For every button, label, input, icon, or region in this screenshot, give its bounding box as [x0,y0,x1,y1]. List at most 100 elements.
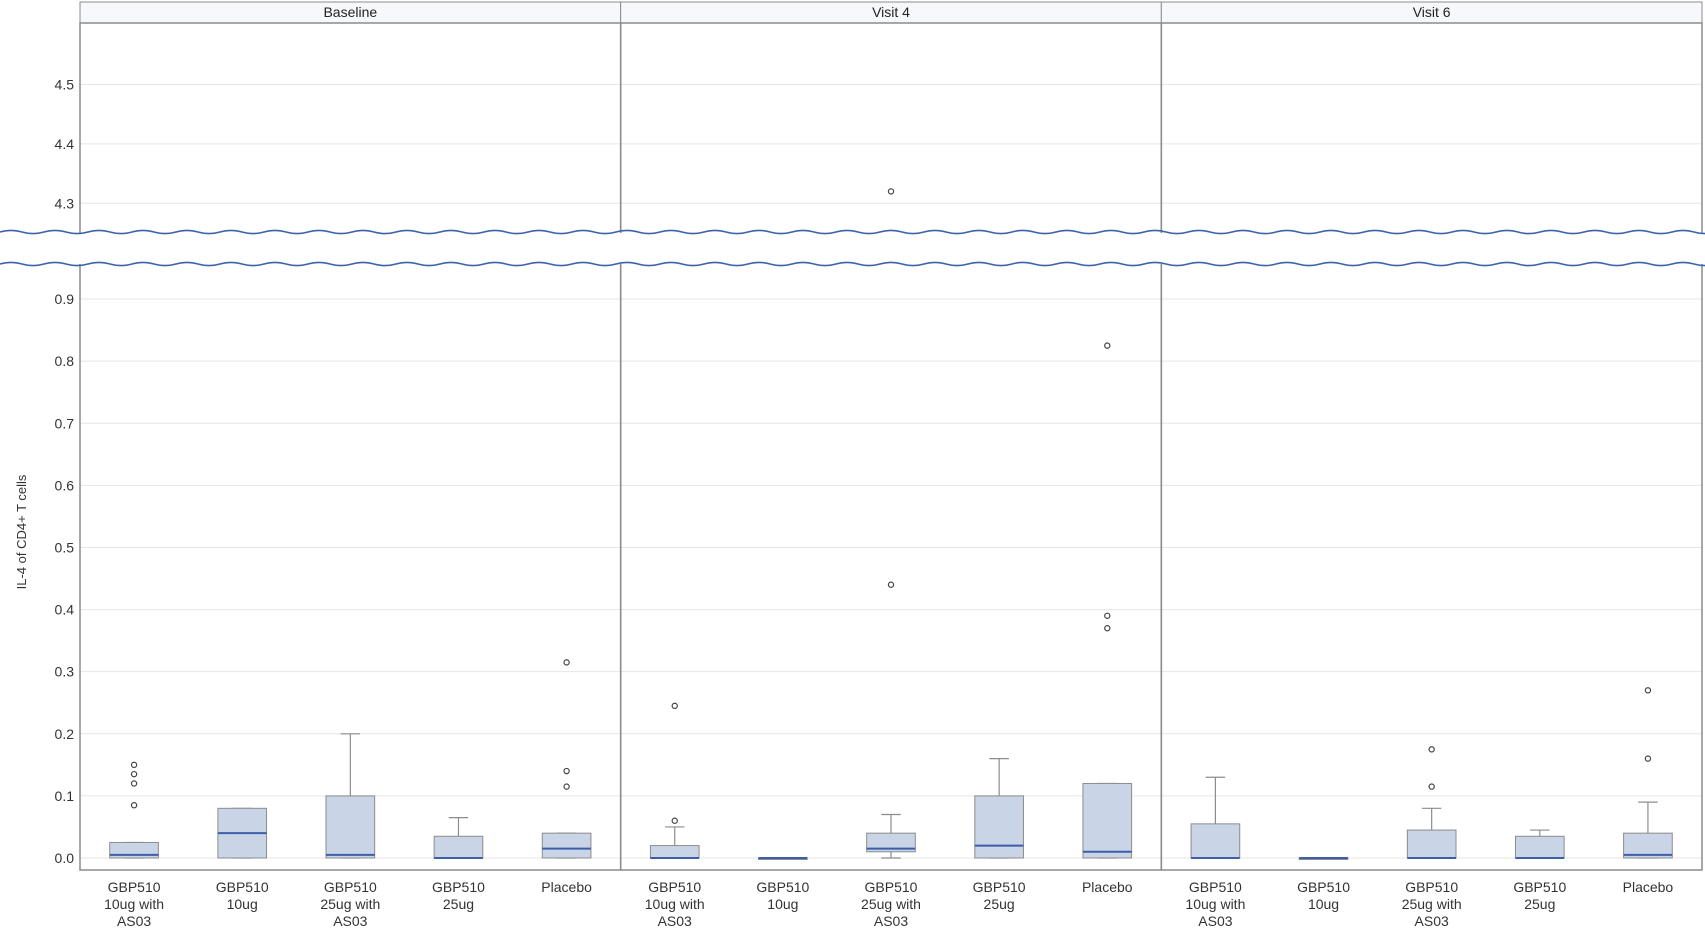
box [1514,835,1565,859]
box [649,845,700,859]
box-group [541,659,592,859]
panel-title: Visit 6 [1413,4,1451,20]
panel-frame [1160,22,1703,871]
box-group [866,188,916,859]
outlier-point [1104,342,1111,349]
box-group [974,758,1024,859]
outlier-point [1428,746,1435,753]
x-tick-label: AS03 [1415,913,1449,929]
x-tick-label: GBP510 [1405,879,1458,895]
box [1082,782,1133,859]
axis-break-line-lower [0,261,1705,267]
outlier-point [563,659,570,666]
x-tick-label: GBP510 [108,879,161,895]
box [433,835,484,859]
axis-break-line-upper [0,229,1705,235]
x-tick-label: 25ug with [861,896,921,912]
x-tick-label: GBP510 [756,879,809,895]
x-tick-label: GBP510 [1297,879,1350,895]
outlier-point [130,802,138,809]
y-tick-label: 4.5 [55,76,75,92]
box-group [109,761,159,859]
outlier-point [887,188,895,195]
box [541,832,592,859]
panel-title: Baseline [323,4,377,20]
box-group [758,857,808,860]
y-tick-label: 0.4 [55,602,75,618]
outlier-point [130,761,138,769]
box [866,832,916,853]
axis-break [0,229,1705,267]
box-group [1514,829,1565,859]
outlier-point [563,767,570,775]
gridlines [80,83,1702,859]
box-group [1082,342,1133,859]
x-tick-label: 25ug [1524,896,1555,912]
outlier-point [1644,687,1652,694]
box-group [433,817,484,859]
x-tick-label: Placebo [1623,879,1674,895]
y-tick-label: 4.4 [55,136,75,152]
outlier-point [1644,755,1652,762]
box-group [1298,857,1349,860]
outlier-point [887,581,895,588]
x-tick-label: GBP510 [432,879,485,895]
x-tick-label: GBP510 [973,879,1026,895]
x-tick-label: 25ug with [320,896,380,912]
box-group [649,702,700,859]
box [974,795,1024,859]
box-group [1623,687,1673,859]
panel-title: Visit 4 [872,4,910,20]
x-tick-label: 25ug with [1402,896,1462,912]
outlier-point [671,817,678,824]
x-tick-label: AS03 [333,913,367,929]
x-tick-label: 25ug [984,896,1015,912]
y-tick-label: 0.5 [55,539,75,555]
outlier-point [1104,625,1111,632]
x-tick-label: GBP510 [1189,879,1242,895]
y-tick-label: 0.1 [55,788,75,804]
x-tick-label: 10ug with [645,896,705,912]
box-group [217,807,268,859]
y-tick-label: 0.8 [55,353,75,369]
y-axis-label: IL-4 of CD4+ T cells [14,474,29,589]
x-tick-label: AS03 [117,913,151,929]
x-tick-label: 10ug with [1185,896,1245,912]
y-tick-label: 4.3 [55,195,75,211]
y-tick-label: 0.2 [55,726,75,742]
box [1406,829,1457,859]
axis-break-band [0,233,1705,264]
x-tick-label: 25ug [443,896,474,912]
box [325,795,376,859]
x-tick-label: GBP510 [648,879,701,895]
y-tick-label: 0.6 [55,477,75,493]
outlier-point [130,770,138,778]
x-tick-label: GBP510 [865,879,918,895]
x-tick-label: AS03 [658,913,692,929]
y-tick-label: 0.7 [55,415,75,431]
outlier-point [563,783,570,790]
x-tick-label: Placebo [1082,879,1133,895]
x-tick-label: AS03 [874,913,908,929]
outlier-point [1104,612,1111,619]
box-group [325,733,376,859]
x-tick-label: Placebo [541,879,592,895]
x-tick-label: GBP510 [324,879,377,895]
box-group [1406,746,1457,859]
x-tick-label: 10ug with [104,896,164,912]
outlier-point [130,780,138,787]
y-tick-label: 0.9 [55,291,75,307]
outlier-point [671,702,678,710]
y-tick-label: 0.0 [55,850,75,866]
x-tick-label: 10ug [767,896,798,912]
panel-frame [619,22,1163,871]
x-tick-label: 10ug [1308,896,1339,912]
x-tick-label: 10ug [227,896,258,912]
box [1190,823,1241,859]
x-tick-label: GBP510 [216,879,269,895]
